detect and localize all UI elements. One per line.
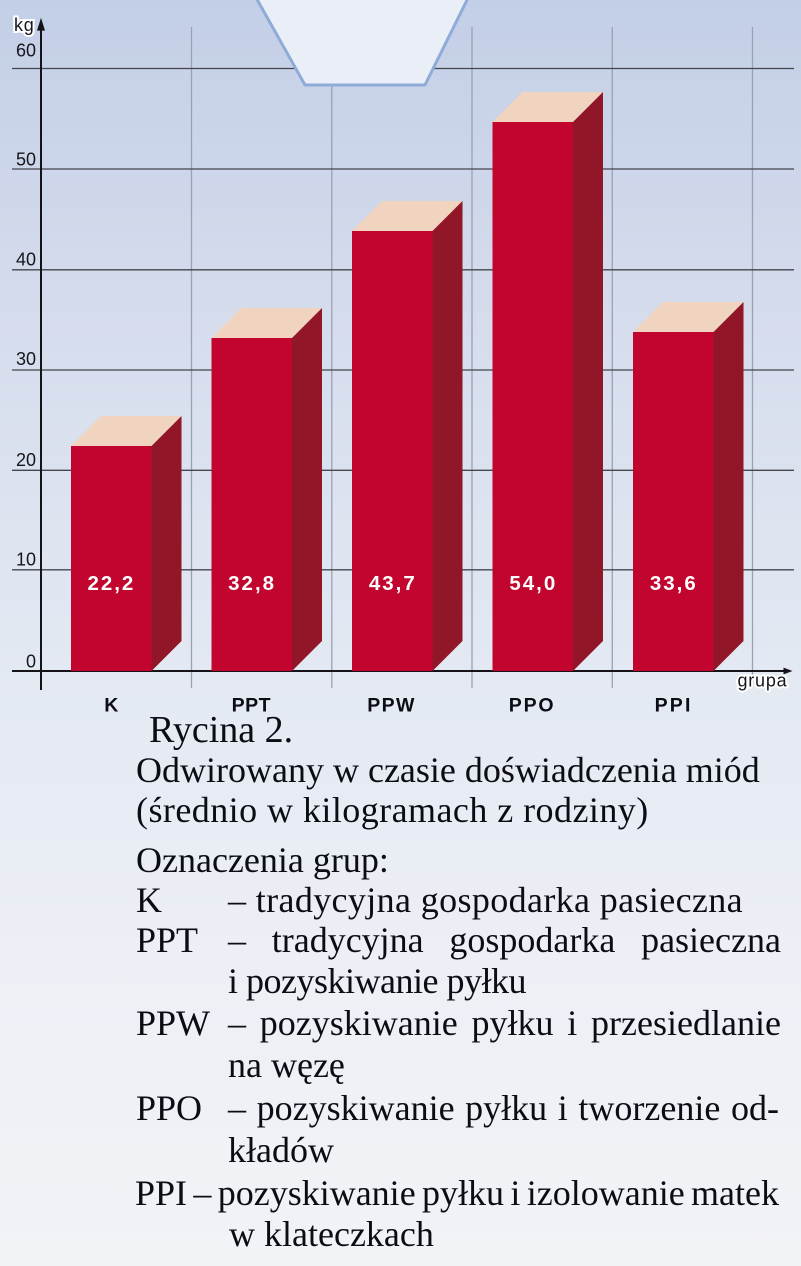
svg-text:grupa: grupa	[737, 670, 787, 690]
svg-text:PPI: PPI	[655, 695, 693, 717]
svg-text:33,6: 33,6	[650, 572, 698, 595]
svg-text:60: 60	[16, 40, 36, 60]
svg-text:32,8: 32,8	[228, 572, 276, 595]
svg-text:30: 30	[16, 349, 36, 369]
svg-text:PPW: PPW	[367, 695, 416, 717]
svg-text:22,2: 22,2	[87, 572, 135, 595]
svg-text:10: 10	[16, 550, 36, 570]
svg-text:K: K	[104, 695, 118, 717]
svg-text:PPT: PPT	[232, 695, 271, 717]
svg-text:20: 20	[16, 450, 36, 470]
svg-text:54,0: 54,0	[509, 572, 557, 595]
svg-text:PPO: PPO	[509, 695, 556, 717]
svg-text:43,7: 43,7	[369, 572, 417, 595]
svg-text:50: 50	[16, 150, 36, 170]
svg-text:40: 40	[16, 250, 36, 270]
svg-text:kg: kg	[14, 15, 35, 35]
svg-text:0: 0	[26, 652, 36, 672]
